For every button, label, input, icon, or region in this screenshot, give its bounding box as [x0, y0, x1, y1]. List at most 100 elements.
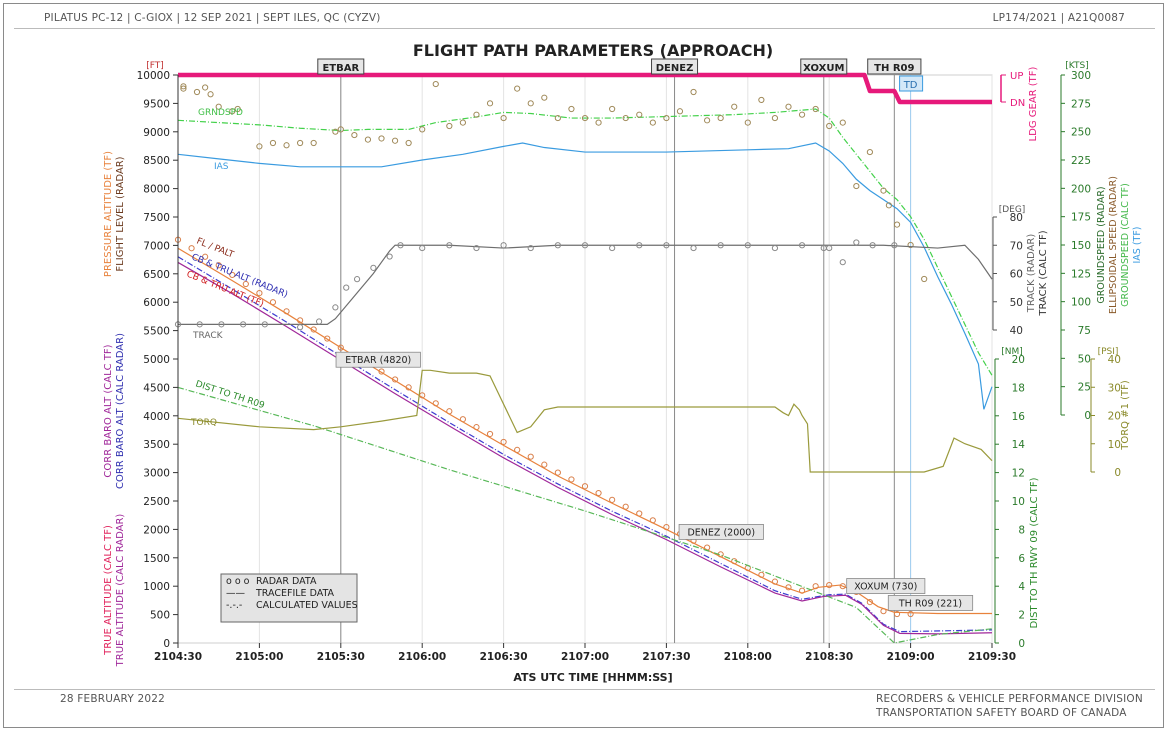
altitude-tick-label: 5000 — [143, 354, 170, 366]
point-palt_radar — [500, 438, 507, 446]
point-palt_radar — [609, 496, 616, 503]
point-gs_radar — [744, 119, 751, 126]
series-dist — [177, 386, 993, 644]
x-tick-label: 2109:00 — [887, 651, 935, 663]
annotation-label: TH R09 (221) — [898, 598, 962, 609]
point-gs_radar — [332, 128, 339, 135]
x-tick-label: 2105:00 — [235, 651, 283, 663]
point-gs_radar — [785, 103, 792, 110]
point-gs_radar — [310, 139, 317, 147]
footer-divider — [14, 689, 1155, 690]
point-gs_radar — [690, 88, 697, 96]
point-gs_radar — [622, 114, 629, 122]
point-gs_radar — [853, 182, 860, 190]
x-tick-label: 2106:30 — [480, 651, 528, 663]
point-gs_radar — [758, 96, 765, 104]
torque-tick-label: 40 — [1108, 354, 1121, 366]
point-gs_radar — [500, 114, 507, 122]
point-palt_radar — [907, 610, 914, 618]
point-track_radar — [527, 244, 534, 252]
speed-tick-label: 275 — [1071, 98, 1091, 110]
point-gs_radar — [269, 139, 277, 147]
track-axis-title: TRACK (RADAR) — [1026, 234, 1037, 314]
distance-tick-label: 4 — [1018, 581, 1025, 593]
point-gs_radar — [541, 94, 548, 101]
point-gs_radar — [193, 88, 201, 96]
x-tick-label: 2107:00 — [561, 651, 609, 663]
point-gs_radar — [405, 139, 412, 147]
touchdown-label: TD — [903, 80, 918, 91]
point-track_radar — [353, 276, 361, 283]
point-palt_radar — [215, 262, 222, 269]
speed-tick-label: 200 — [1071, 183, 1091, 195]
altitude-tick-label: 8000 — [143, 184, 170, 196]
speed-tick-label: 100 — [1071, 297, 1091, 309]
legend-symbol: —— — [226, 588, 246, 599]
legend-box — [220, 573, 358, 623]
point-gs_radar — [207, 91, 214, 98]
point-gs_radar — [798, 111, 806, 118]
point-palt_radar — [337, 344, 344, 351]
point-track_radar — [332, 304, 339, 311]
point-gs_radar — [839, 119, 846, 126]
annotation-tag — [335, 351, 421, 368]
point-track_radar — [261, 321, 268, 328]
altitude-tick-label: 2500 — [143, 496, 170, 508]
label-torq: TORQ — [190, 418, 217, 428]
point-gs_radar — [907, 241, 914, 249]
altitude-tick-label: 9000 — [143, 127, 170, 139]
distance-unit: [NM] — [1001, 347, 1023, 357]
header-right: LP174/2021 | A21Q0087 — [992, 12, 1125, 24]
waypoint-label: TH R09 — [874, 63, 914, 74]
waypoint-label: XOXUM — [803, 63, 844, 74]
point-track_radar — [853, 239, 860, 246]
speed-axis-title: GROUNDSPEED (CALC TF) — [1120, 183, 1131, 307]
point-palt_radar — [839, 583, 846, 590]
series-gear — [178, 72, 992, 105]
altitude-tick-label: 5500 — [143, 326, 170, 338]
annotation-tag — [887, 595, 974, 611]
point-palt_radar — [188, 245, 195, 252]
altitude-unit: [FT] — [146, 61, 164, 71]
point-gs_radar — [595, 119, 602, 126]
point-gs_radar — [717, 114, 724, 122]
point-gs_radar — [459, 119, 466, 126]
point-track_radar — [826, 244, 833, 252]
distance-tick-label: 12 — [1012, 468, 1025, 480]
point-track_radar — [891, 242, 898, 249]
point-palt_radar — [595, 489, 602, 497]
point-palt_radar — [229, 271, 236, 279]
altitude-tick-label: 6500 — [143, 269, 170, 281]
point-track_radar — [869, 242, 876, 249]
speed-axis-title: IAS (TF) — [1132, 226, 1143, 263]
point-gs_radar — [663, 114, 670, 122]
point-gs_radar — [568, 105, 575, 113]
annotation-label: ETBAR (4820) — [345, 355, 411, 366]
point-gs_radar — [229, 108, 236, 115]
point-gs_radar — [649, 119, 656, 126]
point-gs_radar — [514, 85, 521, 92]
footer-org-line1: RECORDERS & VEHICLE PERFORMANCE DIVISION — [876, 693, 1143, 705]
point-gs_radar — [351, 131, 358, 139]
torque-unit: [PSI] — [1098, 347, 1119, 357]
speed-unit: [KTS] — [1065, 61, 1088, 71]
series-ias — [177, 142, 993, 410]
torque-tick-label: 0 — [1114, 467, 1121, 479]
distance-tick-label: 8 — [1018, 524, 1025, 536]
point-gs_radar — [554, 114, 561, 122]
altitude-tick-label: 3000 — [143, 468, 170, 480]
point-gs_radar — [731, 103, 738, 110]
point-palt_radar — [242, 280, 249, 288]
distance-tick-label: 0 — [1018, 638, 1025, 650]
point-track_radar — [370, 264, 377, 271]
waypoint-tag — [800, 58, 848, 75]
altitude-axis-title-upper: FLIGHT LEVEL (RADAR) — [115, 156, 126, 271]
waypoint-label: ETBAR — [322, 63, 359, 74]
legend: o o o RADAR DATA —— TRACEFILE DATA -.-.- CALC… — [220, 573, 358, 623]
point-gs_radar — [636, 111, 643, 118]
altitude-tick-label: 3500 — [143, 439, 170, 451]
point-gs_radar — [704, 117, 711, 124]
altitude-axis-title-lower: TRUE ALTITUDE (CALC RADAR) — [115, 514, 126, 668]
track-tick-label: 70 — [1010, 240, 1023, 252]
header-divider — [14, 28, 1155, 29]
